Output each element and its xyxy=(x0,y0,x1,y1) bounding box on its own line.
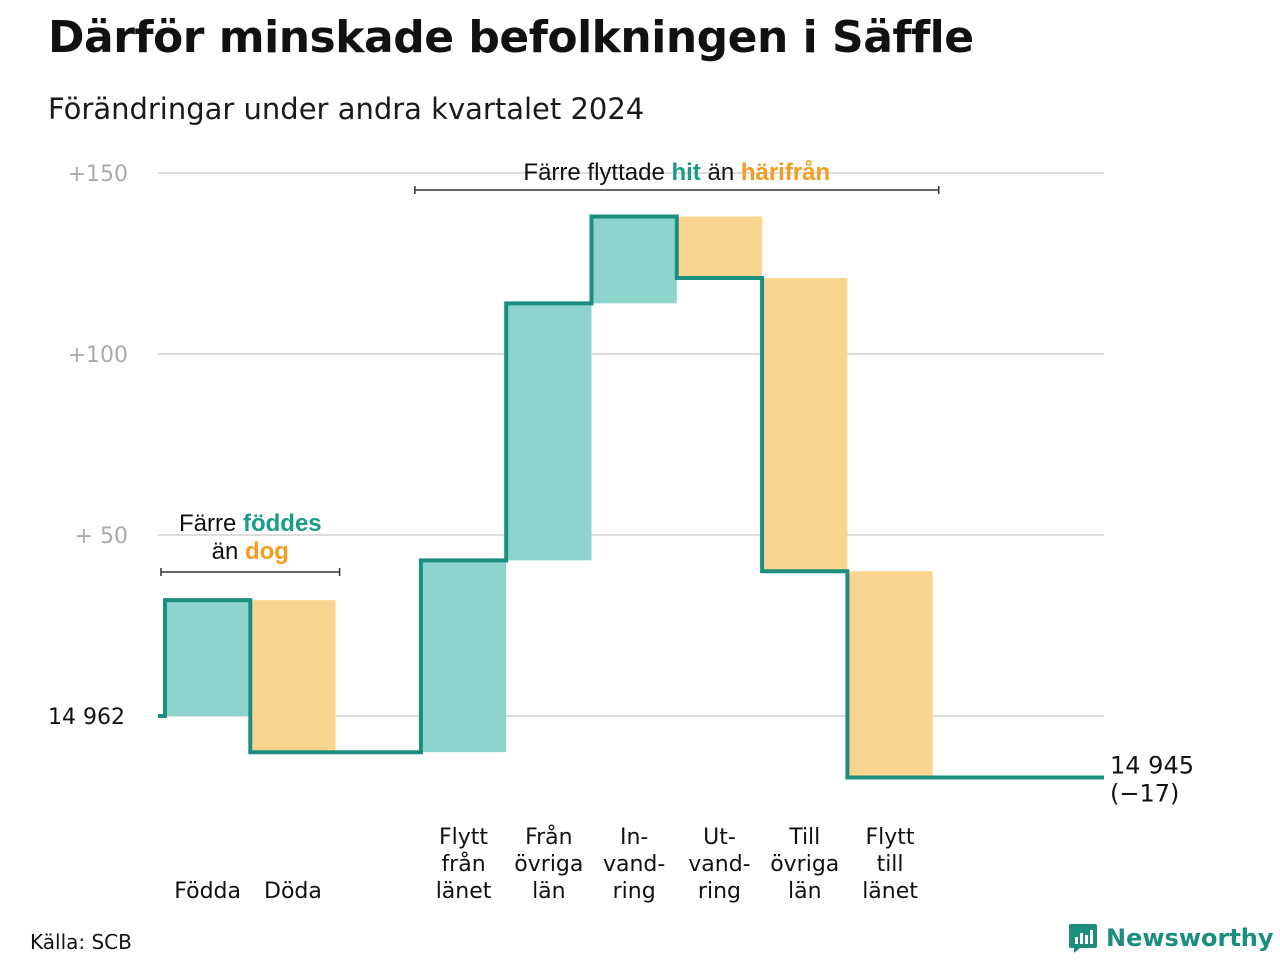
waterfall-bar xyxy=(591,216,677,304)
category-label: Döda xyxy=(264,879,322,904)
waterfall-bar xyxy=(250,600,336,753)
cumulative-step-line xyxy=(158,214,1104,780)
births-annotation-line2: än dog xyxy=(212,538,289,565)
waterfall-bar xyxy=(676,216,763,278)
y-tick-label: +100 xyxy=(68,343,128,368)
waterfall-bar xyxy=(506,303,592,561)
newsworthy-logo-icon xyxy=(1069,924,1097,953)
category-label: Flytt från länet xyxy=(436,825,492,904)
newsworthy-logo[interactable]: Newsworthy xyxy=(1068,922,1274,954)
category-label: Flytt till länet xyxy=(862,825,918,904)
baseline-value-label: 14 962 xyxy=(48,705,125,730)
brand-name: Newsworthy xyxy=(1106,924,1274,952)
waterfall-bar xyxy=(165,600,251,716)
end-value-label: 14 945 xyxy=(1110,752,1194,780)
category-label: In-vand-ring xyxy=(603,825,665,904)
category-label: Till övriga län xyxy=(770,825,839,904)
y-tick-label: +150 xyxy=(68,162,128,187)
chart-subtitle: Förändringar under andra kvartalet 2024 xyxy=(48,92,645,126)
waterfall-bar xyxy=(847,571,933,778)
waterfall-bar xyxy=(762,277,848,572)
births-annotation-line1: Färre föddes xyxy=(179,510,322,537)
category-label: Från övriga län xyxy=(514,824,583,904)
source-note: Källa: SCB xyxy=(30,930,132,954)
category-label: Födda xyxy=(174,879,241,904)
end-change-label: (−17) xyxy=(1110,780,1179,808)
chart-title: Därför minskade befolkningen i Säffle xyxy=(48,12,974,63)
category-label: Ut-vand-ring xyxy=(688,825,750,904)
y-tick-label: + 50 xyxy=(75,524,128,549)
moves-annotation: Färre flyttade hit än härifrån xyxy=(523,159,830,186)
waterfall-bar xyxy=(420,560,507,753)
moves-annotation-bracket xyxy=(414,186,940,194)
births-annotation-bracket xyxy=(160,568,341,576)
